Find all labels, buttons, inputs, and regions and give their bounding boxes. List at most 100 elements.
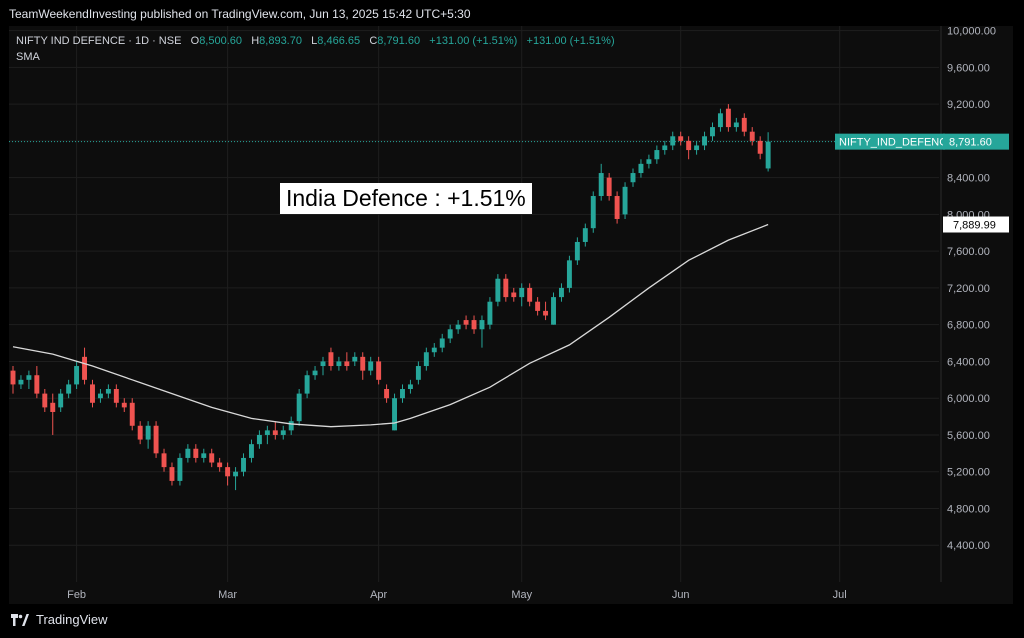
y-tick-label: 9,600.00 [947, 62, 990, 74]
candle-body [113, 389, 119, 403]
x-tick-label: Jul [833, 589, 847, 601]
publish-line: TeamWeekendInvesting published on Tradin… [9, 7, 471, 21]
candle-body [129, 402, 135, 426]
candle-body [368, 361, 374, 371]
candle-body [58, 393, 64, 408]
candle-body [18, 379, 24, 385]
candle-body [487, 301, 493, 325]
candlestick-chart[interactable]: 4,400.00 4,800.00 5,200.00 5,600.00 6,000.00… [9, 26, 1013, 604]
candle-body [185, 448, 191, 458]
candle-body [256, 434, 262, 445]
x-tick-label: Feb [67, 589, 86, 601]
sma-value-tag [943, 216, 1009, 233]
ohlc-legend: NIFTY IND DEFENCE · 1D · NSE O8,500.60 H… [16, 35, 615, 47]
candle-body [439, 338, 445, 348]
candle-body [161, 453, 167, 468]
candle-body [606, 177, 612, 197]
candle-body [598, 173, 604, 197]
y-tick-label: 9,200.00 [947, 99, 990, 111]
candle-body [431, 347, 437, 353]
candle-body [471, 320, 477, 330]
candle-body [662, 145, 668, 151]
candle-body [304, 375, 310, 394]
candle-body [74, 366, 80, 385]
candle-body [463, 320, 469, 325]
x-tick-label: Apr [370, 589, 387, 601]
candle-body [582, 228, 588, 242]
y-tick-label: 6,800.00 [947, 320, 990, 332]
x-tick-label: May [511, 589, 532, 601]
candle-body [702, 136, 708, 146]
candle-body [42, 393, 48, 408]
candle-body [415, 366, 421, 380]
last-price-tag-label: 8,791.60 [949, 137, 992, 149]
candle-body [407, 384, 413, 390]
candle-body [82, 356, 88, 380]
candle-body [137, 425, 143, 440]
candle-body [646, 159, 652, 164]
candle-body [590, 196, 596, 229]
candle-body [225, 467, 231, 477]
candle-body [503, 278, 509, 298]
candle-body [670, 136, 676, 146]
candle-body [121, 402, 127, 408]
candle-body [34, 375, 40, 394]
candle-body [447, 329, 453, 339]
close-label: C [369, 35, 378, 47]
candle-body [741, 117, 747, 132]
candle-body [320, 361, 326, 367]
candle-body [527, 287, 533, 302]
candle-body [288, 421, 294, 431]
candle-body [105, 389, 111, 394]
sma-line [12, 223, 769, 428]
low-label: L [311, 35, 318, 47]
candle-body [733, 122, 739, 128]
candle-body [50, 402, 56, 412]
candle-body [352, 356, 358, 362]
brand-name: TradingView [36, 612, 108, 627]
change-value: +131.00 (+1.51%) [429, 35, 518, 47]
candle-body [10, 370, 16, 385]
candle-body [392, 398, 398, 431]
candle-body [66, 384, 72, 394]
annotation-label: India Defence : +1.51% [280, 183, 532, 214]
candle-body [169, 467, 175, 481]
candle-body [543, 310, 549, 316]
candle-body [574, 241, 580, 261]
candle-body [558, 287, 564, 298]
tradingview-logo-icon [11, 613, 29, 626]
candle-body [376, 361, 382, 380]
candle-body [765, 141, 771, 169]
candle-body [233, 471, 239, 477]
candle-body [145, 425, 151, 440]
high-label: H [251, 35, 260, 47]
candle-body [193, 448, 199, 458]
candle-body [344, 361, 350, 367]
candle-body [400, 389, 405, 399]
high-value: 8,893.70 [259, 35, 302, 47]
candle-body [686, 140, 692, 151]
candle-body [717, 113, 723, 128]
last-price-tag [943, 133, 1009, 150]
symbol-price-tag-label: NIFTY_IND_DEFENCE [839, 137, 955, 149]
candle-body [312, 370, 318, 376]
candle-body [272, 430, 278, 435]
y-tick-label: 6,000.00 [947, 393, 990, 405]
candle-body [336, 361, 342, 367]
candle-body [551, 297, 556, 325]
candle-body [177, 457, 183, 481]
candle-body [495, 278, 501, 302]
y-tick-label: 7,200.00 [947, 283, 990, 295]
candle-body [511, 292, 517, 298]
candle-body [384, 389, 390, 399]
candle-body [694, 145, 700, 151]
candle-body [241, 457, 246, 472]
chart-area[interactable]: 4,400.00 4,800.00 5,200.00 5,600.00 6,000.00… [9, 26, 1013, 604]
candle-body [654, 150, 660, 160]
sma-indicator-label[interactable]: SMA [16, 51, 40, 63]
candle-body [217, 462, 223, 468]
symbol-label: NIFTY IND DEFENCE · 1D · NSE [16, 35, 182, 47]
candle-body [725, 108, 731, 128]
x-tick-label: Mar [218, 589, 237, 601]
